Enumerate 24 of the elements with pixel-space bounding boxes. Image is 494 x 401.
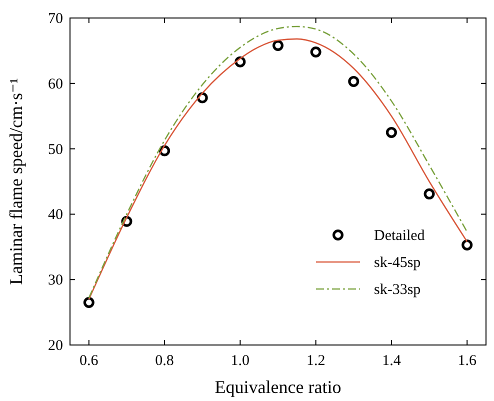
- legend-label: sk-33sp: [374, 282, 421, 298]
- x-tick-label: 1.0: [230, 353, 250, 369]
- y-tick-label: 30: [48, 272, 63, 289]
- x-tick-label: 1.6: [458, 353, 477, 369]
- y-axis-title: Laminar flame speed/cm·s⁻¹: [6, 78, 26, 285]
- point: [310, 46, 322, 58]
- legend-label: Detailed: [374, 228, 426, 244]
- point: [348, 76, 360, 87]
- point: [462, 239, 473, 250]
- point: [272, 40, 284, 51]
- x-tick-label: 1.4: [382, 353, 402, 369]
- x-axis-title: Equivalence ratio: [214, 377, 342, 397]
- x-tick-label: 0.6: [80, 353, 99, 369]
- y-tick-label: 50: [48, 142, 63, 158]
- y-tick-label: 40: [48, 207, 63, 224]
- point: [424, 188, 435, 200]
- y-tick-label: 20: [48, 338, 63, 354]
- x-tick-label: 1.2: [306, 353, 326, 369]
- x-tick-label: 0.8: [155, 353, 174, 369]
- point: [386, 126, 397, 138]
- point: [83, 296, 94, 308]
- y-tick-label: 70: [48, 11, 63, 27]
- legend-label: sk-45sp: [374, 255, 421, 271]
- y-tick-label: 60: [48, 76, 63, 92]
